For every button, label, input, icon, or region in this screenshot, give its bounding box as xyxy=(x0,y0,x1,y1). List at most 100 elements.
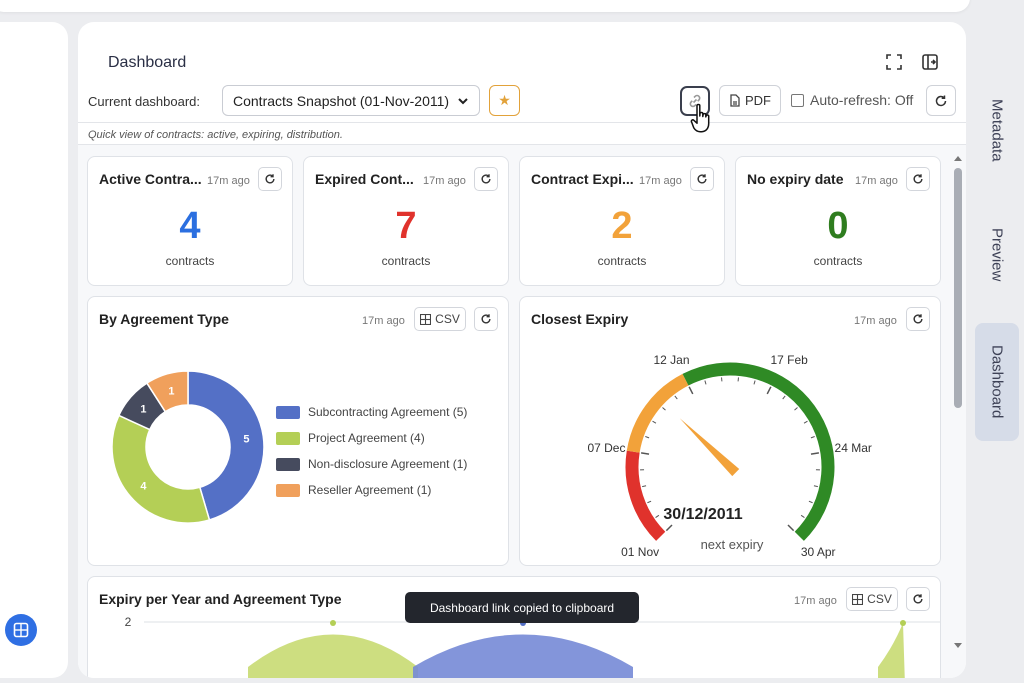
gauge-tick-label: 24 Mar xyxy=(835,441,872,455)
legend-item[interactable]: Reseller Agreement (1) xyxy=(276,477,467,503)
scroll-down-icon[interactable] xyxy=(953,642,963,650)
dashboard-panel: Dashboard Current dashboard: Contracts S… xyxy=(78,22,966,678)
refresh-icon xyxy=(913,174,923,184)
gauge-tick xyxy=(810,436,815,439)
kpi-unit: contracts xyxy=(381,254,431,268)
legend-swatch xyxy=(276,483,300,497)
slice-label: 1 xyxy=(140,403,146,415)
gauge-band xyxy=(682,362,835,541)
apps-grid-button[interactable] xyxy=(5,614,37,646)
kpi-unit: contracts xyxy=(165,254,215,268)
favorite-button[interactable]: ★ xyxy=(489,85,520,116)
gauge-tick xyxy=(782,395,786,400)
agreement-type-card: By Agreement Type 17m ago CSV 5 4 1 1 Subco… xyxy=(87,296,509,566)
tab-preview[interactable]: Preview xyxy=(975,210,1019,300)
csv-label: CSV xyxy=(867,592,892,606)
divider xyxy=(78,122,966,123)
page-title: Dashboard xyxy=(108,54,187,71)
tab-dashboard[interactable]: Dashboard xyxy=(975,323,1019,441)
file-icon xyxy=(730,94,740,107)
slice-label: 4 xyxy=(140,481,147,493)
auto-refresh-toggle[interactable]: Auto-refresh: Off xyxy=(791,92,913,108)
dashboard-select[interactable]: Contracts Snapshot (01-Nov-2011) xyxy=(222,85,480,116)
kpi-value: 7 xyxy=(395,205,417,247)
csv-export-button[interactable]: CSV xyxy=(414,307,466,331)
pdf-export-button[interactable]: PDF xyxy=(719,85,781,116)
legend-item[interactable]: Project Agreement (4) xyxy=(276,425,467,451)
kpi-value: 4 xyxy=(179,205,201,247)
gauge-tick xyxy=(787,524,795,532)
panel-expand-icon xyxy=(922,54,938,70)
gauge-tick xyxy=(808,500,813,504)
gauge-tick xyxy=(647,500,652,504)
legend-item[interactable]: Subcontracting Agreement (5) xyxy=(276,399,467,425)
tab-label: Preview xyxy=(988,228,1006,282)
kpi-refresh-button[interactable] xyxy=(690,167,714,191)
area-series-subcontracting xyxy=(413,634,633,678)
dashboard-content: Active Contra... 17m ago 4 contracts Exp… xyxy=(78,145,966,678)
gauge-tick xyxy=(674,395,678,400)
agreement-donut-chart: 5 4 1 1 xyxy=(111,370,265,524)
kpi-updated: 17m ago xyxy=(207,175,250,187)
csv-export-button[interactable]: CSV xyxy=(846,587,898,611)
csv-label: CSV xyxy=(435,312,460,326)
kpi-card-active: Active Contra... 17m ago 4 contracts xyxy=(87,156,293,286)
donut-slice[interactable] xyxy=(145,370,189,413)
gauge-tick xyxy=(640,452,650,455)
gauge-tick xyxy=(810,452,820,455)
left-panel xyxy=(0,22,68,678)
kpi-updated: 17m ago xyxy=(855,175,898,187)
chart-legend: Subcontracting Agreement (5) Project Agre… xyxy=(276,399,467,503)
card-refresh-button[interactable] xyxy=(474,307,498,331)
kpi-refresh-button[interactable] xyxy=(258,167,282,191)
legend-item[interactable]: Non-disclosure Agreement (1) xyxy=(276,451,467,477)
donut-slice[interactable] xyxy=(111,414,211,524)
card-title: Closest Expiry xyxy=(531,311,629,327)
gauge-tick xyxy=(766,386,772,395)
gauge-tick-label: 07 Dec xyxy=(587,441,625,455)
kpi-refresh-button[interactable] xyxy=(474,167,498,191)
tab-metadata[interactable]: Metadata xyxy=(975,80,1019,180)
gauge-tick-label: 30 Apr xyxy=(801,545,836,559)
donut-slice[interactable] xyxy=(187,370,265,521)
kpi-refresh-button[interactable] xyxy=(906,167,930,191)
kpi-updated: 17m ago xyxy=(639,175,682,187)
fullscreen-button[interactable] xyxy=(884,52,904,72)
kpi-title: Expired Cont... xyxy=(315,171,414,187)
legend-swatch xyxy=(276,405,300,419)
data-point xyxy=(900,620,906,626)
scrollbar[interactable] xyxy=(951,150,965,660)
auto-refresh-checkbox[interactable] xyxy=(791,93,804,107)
gauge-tick xyxy=(704,380,707,385)
scroll-thumb[interactable] xyxy=(954,168,962,408)
area-series-edge xyxy=(878,623,905,678)
legend-label: Non-disclosure Agreement (1) xyxy=(308,457,468,471)
card-refresh-button[interactable] xyxy=(906,587,930,611)
legend-label: Reseller Agreement (1) xyxy=(308,483,432,497)
gauge-tick xyxy=(655,514,660,519)
refresh-icon xyxy=(481,314,491,324)
expand-panel-button[interactable] xyxy=(920,52,940,72)
grid-icon xyxy=(13,622,29,638)
copy-link-button[interactable] xyxy=(680,86,710,116)
gauge-needle xyxy=(679,418,740,477)
gauge-tick xyxy=(800,514,805,519)
kpi-unit: contracts xyxy=(813,254,863,268)
gauge-tick xyxy=(645,436,650,439)
closest-expiry-card: Closest Expiry 17m ago 30/12/2011 next e… xyxy=(519,296,941,566)
tab-label: Dashboard xyxy=(988,345,1006,419)
card-title: By Agreement Type xyxy=(99,311,229,327)
kpi-title: Active Contra... xyxy=(99,171,202,187)
refresh-icon xyxy=(481,174,491,184)
dashboard-description: Quick view of contracts: active, expirin… xyxy=(88,129,343,141)
legend-label: Project Agreement (4) xyxy=(308,431,425,445)
slice-label: 5 xyxy=(243,434,249,446)
card-refresh-button[interactable] xyxy=(906,307,930,331)
gauge-tick xyxy=(813,485,818,488)
refresh-dashboard-button[interactable] xyxy=(926,85,956,116)
pdf-label: PDF xyxy=(745,93,771,108)
y-tick-label: 2 xyxy=(125,615,132,629)
refresh-icon xyxy=(913,314,923,324)
kpi-value: 0 xyxy=(827,205,849,247)
scroll-up-icon[interactable] xyxy=(953,154,963,162)
